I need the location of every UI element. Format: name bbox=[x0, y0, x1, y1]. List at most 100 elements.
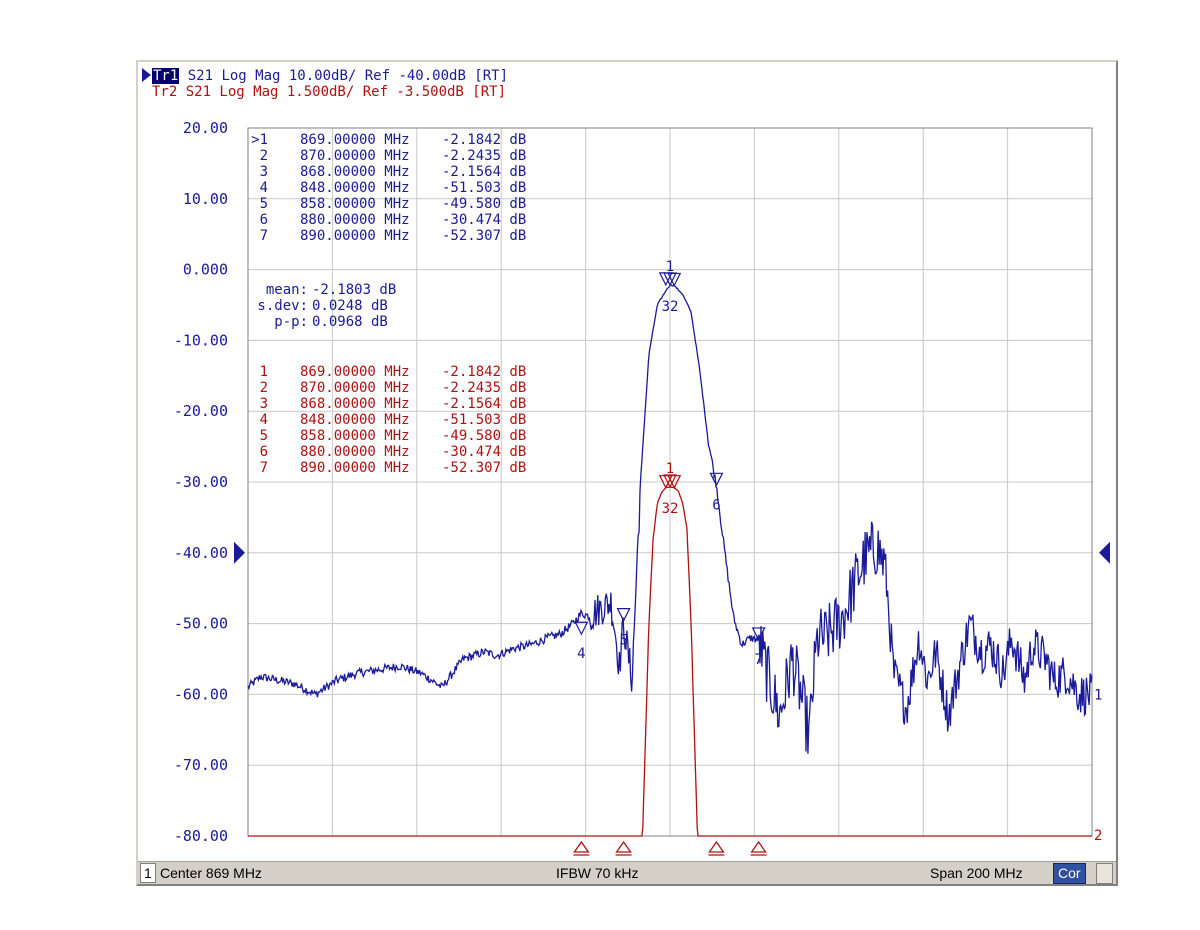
tr2-marker-value: -2.1564 dB bbox=[442, 396, 526, 412]
marker-7-tr1-icon bbox=[751, 627, 766, 642]
marker-7-tr2-icon bbox=[750, 840, 767, 853]
tr1-marker-label: 2 bbox=[260, 148, 268, 164]
tr1-marker-value: -30.474 dB bbox=[442, 212, 526, 228]
tr1-marker-freq: 890.00000 MHz bbox=[300, 228, 410, 244]
tr2-marker-label: 5 bbox=[260, 428, 268, 444]
tr2-marker-freq: 870.00000 MHz bbox=[300, 380, 410, 396]
marker-3-tr2-icon bbox=[658, 475, 673, 490]
tr1-marker-value: -2.1842 dB bbox=[442, 132, 526, 148]
tr1-stat-value: -2.1803 dB bbox=[312, 282, 396, 298]
marker-5-tr1-label: 5 bbox=[619, 633, 627, 649]
tr2-marker-value: -51.503 dB bbox=[442, 412, 526, 428]
marker-6-tr1-icon bbox=[709, 472, 724, 487]
chart-plot: 20.00 10.00 0.000 -10.00 -20.00 -30.00 -40.00 -… bbox=[174, 119, 1110, 856]
trace1-settings: S21 Log Mag 10.00dB/ Ref -40.00dB [RT] bbox=[179, 68, 509, 84]
tr1-marker-freq: 868.00000 MHz bbox=[300, 164, 410, 180]
tr2-marker-value: -2.1842 dB bbox=[442, 364, 526, 380]
y-tick-label: 20.00 bbox=[183, 119, 228, 137]
ref-level-left-arrow-icon bbox=[234, 541, 245, 564]
tr1-marker-value: -52.307 dB bbox=[442, 228, 526, 244]
tr2-marker-freq: 848.00000 MHz bbox=[300, 412, 410, 428]
marker-5-tr2-icon bbox=[615, 840, 632, 853]
tr1-marker-label: 6 bbox=[260, 212, 268, 228]
marker-5-tr1-icon bbox=[616, 608, 631, 622]
tr1-marker-freq: 858.00000 MHz bbox=[300, 196, 410, 212]
tr2-marker-freq: 890.00000 MHz bbox=[300, 460, 410, 476]
analyzer-panel: Tr1 S21 Log Mag 10.00dB/ Ref -40.00dB [R… bbox=[136, 60, 1118, 886]
tr1-marker-freq: 880.00000 MHz bbox=[300, 212, 410, 228]
marker-1-tr2-label: 1 bbox=[666, 461, 674, 477]
tr2-marker-label: 7 bbox=[260, 460, 268, 476]
marker-6-tr1-label: 6 bbox=[712, 497, 720, 513]
y-tick-label: -80.00 bbox=[174, 827, 228, 845]
tr1-marker-value: -49.580 dB bbox=[442, 196, 526, 212]
trace1-badge[interactable]: Tr1 bbox=[152, 68, 180, 84]
tr2-marker-freq: 880.00000 MHz bbox=[300, 444, 410, 460]
tr1-stat-label: p-p: bbox=[274, 314, 308, 330]
status-bar: 1 Center 869 MHz IFBW 70 kHz Span 200 MH… bbox=[138, 861, 1116, 884]
trace2-settings: Tr2 S21 Log Mag 1.500dB/ Ref -3.500dB [R… bbox=[152, 84, 507, 100]
y-tick-label: -20.00 bbox=[174, 402, 228, 420]
tr2-marker-value: -30.474 dB bbox=[442, 444, 526, 460]
tr1-stat-value: 0.0968 dB bbox=[312, 314, 388, 330]
active-trace-arrow-icon bbox=[142, 68, 151, 82]
tr2-marker-label: 4 bbox=[260, 412, 268, 428]
status-blank-button[interactable] bbox=[1096, 863, 1113, 884]
y-tick-label: -40.00 bbox=[174, 544, 228, 562]
plot-frame bbox=[247, 127, 1093, 837]
marker-7-tr1-label: 7 bbox=[754, 652, 762, 668]
tr2-marker-value: -49.580 dB bbox=[442, 428, 526, 444]
y-tick-label: -60.00 bbox=[174, 685, 228, 703]
trace2-header[interactable]: Tr2 S21 Log Mag 1.500dB/ Ref -3.500dB [R… bbox=[142, 84, 506, 100]
tr2-marker-label: 3 bbox=[260, 396, 268, 412]
y-tick-label: -50.00 bbox=[174, 615, 228, 633]
span-setting[interactable]: Span 200 MHz bbox=[930, 865, 1023, 881]
y-tick-label: -10.00 bbox=[174, 331, 228, 349]
tr1-marker-label: 4 bbox=[260, 180, 268, 196]
tr2-marker-label: 1 bbox=[260, 364, 268, 380]
ifbw-setting[interactable]: IFBW 70 kHz bbox=[556, 865, 639, 881]
marker-6-tr2-icon bbox=[708, 840, 725, 853]
y-tick-label: 0.000 bbox=[183, 261, 228, 279]
tr1-marker-label: >1 bbox=[251, 132, 268, 148]
tr2-marker-freq: 869.00000 MHz bbox=[300, 364, 410, 380]
ref-level-right-arrow-icon bbox=[1099, 541, 1110, 564]
trace1-end-label: 1 bbox=[1094, 687, 1102, 703]
tr1-marker-label: 5 bbox=[260, 196, 268, 212]
tr2-marker-label: 2 bbox=[260, 380, 268, 396]
tr1-stat-value: 0.0248 dB bbox=[312, 298, 388, 314]
tr1-stat-label: mean: bbox=[266, 282, 308, 298]
trace1-header[interactable]: Tr1 S21 Log Mag 10.00dB/ Ref -40.00dB [R… bbox=[142, 68, 508, 84]
marker-2-tr2-icon bbox=[667, 475, 682, 490]
channel-number[interactable]: 1 bbox=[140, 863, 156, 883]
tr1-marker-freq: 869.00000 MHz bbox=[300, 132, 410, 148]
tr1-marker-value: -2.1564 dB bbox=[442, 164, 526, 180]
marker-4-tr2-icon bbox=[573, 840, 590, 853]
tr2-marker-freq: 858.00000 MHz bbox=[300, 428, 410, 444]
marker-4-tr1-icon bbox=[574, 621, 589, 636]
marker-4-tr1-label: 4 bbox=[577, 646, 585, 662]
tr1-marker-value: -2.2435 dB bbox=[442, 148, 526, 164]
y-tick-label: -70.00 bbox=[174, 756, 228, 774]
tr2-marker-label: 6 bbox=[260, 444, 268, 460]
tr2-marker-value: -2.2435 dB bbox=[442, 380, 526, 396]
trace2-end-label: 2 bbox=[1094, 828, 1102, 844]
tr1-marker-freq: 870.00000 MHz bbox=[300, 148, 410, 164]
y-tick-label: 10.00 bbox=[183, 190, 228, 208]
tr1-stat-label: s.dev: bbox=[257, 298, 308, 314]
tr1-marker-freq: 848.00000 MHz bbox=[300, 180, 410, 196]
y-tick-label: -30.00 bbox=[174, 473, 228, 491]
marker-1-tr1-label: 1 bbox=[666, 259, 674, 275]
marker-3-tr1-icon bbox=[658, 272, 673, 287]
tr2-marker-value: -52.307 dB bbox=[442, 460, 526, 476]
tr1-marker-value: -51.503 dB bbox=[442, 180, 526, 196]
marker-2-tr1-icon bbox=[667, 272, 682, 287]
correction-button[interactable]: Cor bbox=[1053, 863, 1086, 884]
marker-32-tr2-label: 32 bbox=[662, 501, 679, 517]
marker-32-tr1-label: 32 bbox=[662, 299, 679, 315]
tr1-marker-label: 3 bbox=[260, 164, 268, 180]
center-frequency[interactable]: Center 869 MHz bbox=[160, 865, 262, 881]
tr2-marker-freq: 868.00000 MHz bbox=[300, 396, 410, 412]
tr1-marker-label: 7 bbox=[260, 228, 268, 244]
marker-1-tr2-icon bbox=[663, 474, 677, 489]
